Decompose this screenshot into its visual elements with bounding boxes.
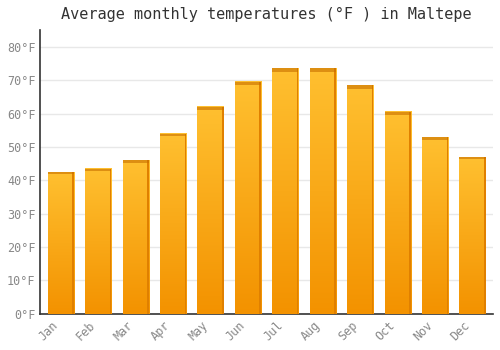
Bar	[147, 160, 149, 314]
Bar	[198, 107, 224, 110]
Bar	[484, 157, 486, 314]
Bar	[272, 69, 298, 72]
Bar	[235, 82, 261, 85]
Bar	[72, 172, 74, 314]
Bar	[460, 157, 485, 159]
Bar	[347, 85, 374, 89]
Bar	[422, 137, 448, 140]
Bar	[110, 169, 112, 314]
Bar	[384, 112, 410, 115]
Bar	[122, 160, 149, 163]
Bar	[446, 137, 448, 314]
Bar	[48, 172, 74, 174]
Bar	[260, 82, 261, 314]
Bar	[160, 134, 186, 136]
Bar	[297, 69, 298, 314]
Bar	[310, 69, 336, 72]
Bar	[222, 107, 224, 314]
Bar	[334, 69, 336, 314]
Bar	[184, 134, 186, 314]
Bar	[372, 85, 374, 314]
Bar	[409, 112, 410, 314]
Bar	[85, 169, 112, 171]
Title: Average monthly temperatures (°F ) in Maltepe: Average monthly temperatures (°F ) in Ma…	[62, 7, 472, 22]
